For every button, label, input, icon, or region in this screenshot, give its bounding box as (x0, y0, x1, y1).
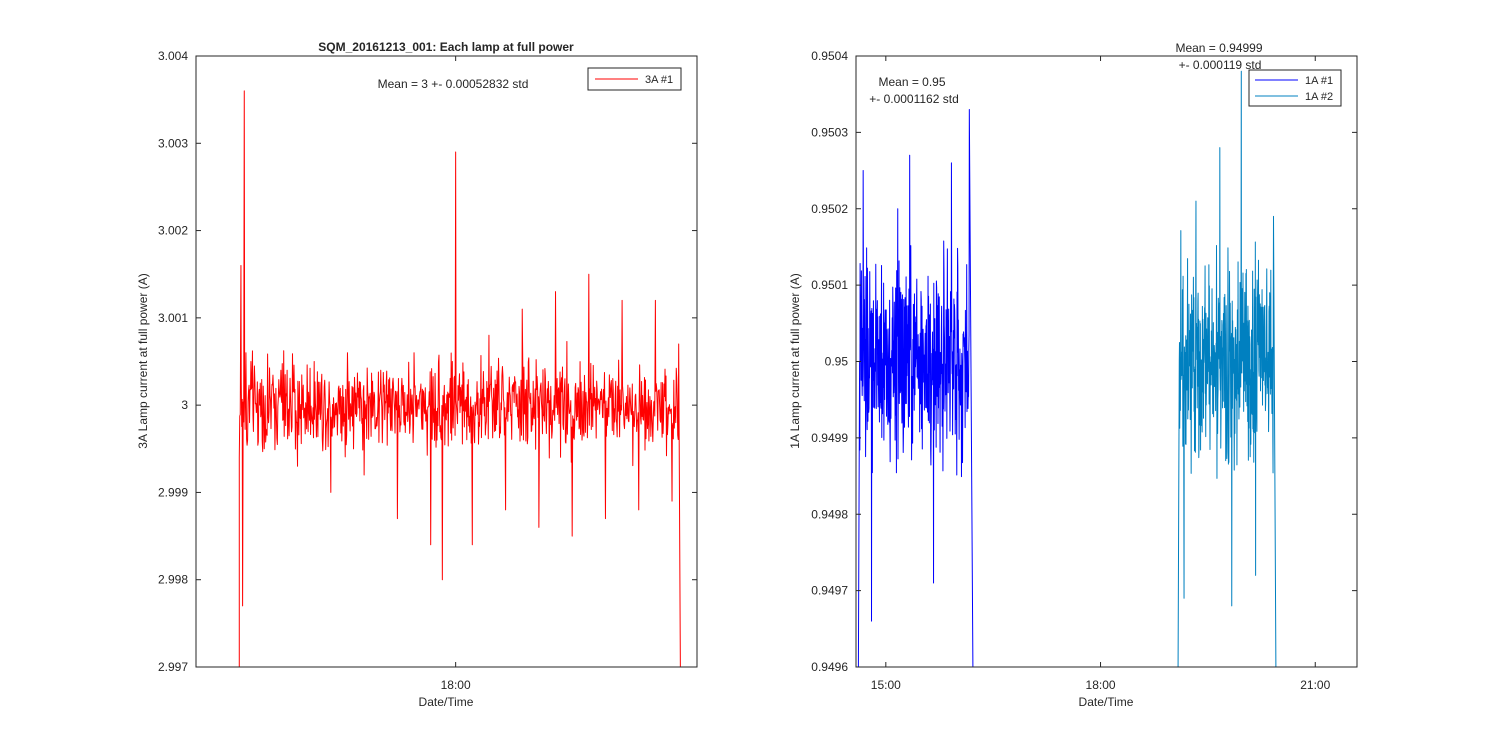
right-mean-annotation-2-line2: +- 0.000119 std (1179, 58, 1262, 72)
left-legend-label-3a-1: 3A #1 (645, 74, 673, 86)
left-y-tick-label: 3.004 (158, 49, 188, 63)
right-y-tick-label: 0.9501 (811, 278, 848, 292)
right-mean-annotation-2-line1: Mean = 0.94999 (1175, 41, 1262, 55)
right-axes-box (855, 55, 1358, 668)
left-x-tick-label: 18:00 (441, 678, 471, 692)
right-mean-annotation-1-line2: +- 0.0001162 std (869, 92, 959, 106)
right-y-tick-label: 0.9497 (811, 584, 848, 598)
right-legend-label-1a-1: 1A #1 (1305, 75, 1333, 87)
right-legend-label-1a-2: 1A #2 (1305, 91, 1333, 103)
left-y-tick-label: 3.001 (158, 311, 188, 325)
right-series-group (857, 70, 1277, 668)
left-chart-title: SQM_20161213_001: Each lamp at full powe… (318, 40, 574, 54)
left-ticks-group: 2.997 2.998 2.999 3 3.001 3.002 3.003 3.004 18:0… (158, 49, 697, 692)
right-y-label: 1A Lamp current at full power (A) (788, 273, 802, 448)
right-y-tick-label: 0.9502 (811, 202, 848, 216)
right-y-tick-label: 0.9499 (811, 431, 848, 445)
left-legend: 3A #1 (587, 67, 682, 91)
right-y-tick-label: 0.9496 (811, 660, 848, 674)
left-series-group (238, 90, 681, 668)
left-x-label: Date/Time (419, 695, 474, 709)
right-series-line-1a-1 (857, 108, 974, 668)
right-axes: 0.9496 0.9497 0.9498 0.9499 0.95 0.9501 0.9502… (788, 41, 1358, 709)
left-y-tick-label: 3.002 (158, 224, 188, 238)
left-y-tick-label: 3 (181, 398, 188, 412)
right-ticks-group: 0.9496 0.9497 0.9498 0.9499 0.95 0.9501 0.9502… (811, 49, 1357, 692)
right-x-tick-label: 15:00 (871, 678, 901, 692)
left-axes: SQM_20161213_001: Each lamp at full powe… (136, 40, 698, 709)
right-legend: 1A #1 1A #2 (1248, 69, 1342, 107)
right-y-tick-label: 0.95 (825, 355, 849, 369)
right-y-tick-label: 0.9498 (811, 507, 848, 521)
right-y-tick-label: 0.9504 (811, 49, 848, 63)
left-y-tick-label: 2.998 (158, 573, 188, 587)
left-y-label: 3A Lamp current at full power (A) (136, 273, 150, 448)
right-y-tick-label: 0.9503 (811, 125, 848, 139)
right-series-line-1a-2 (1177, 70, 1277, 668)
right-x-tick-label: 21:00 (1300, 678, 1330, 692)
right-x-tick-label: 18:00 (1086, 678, 1116, 692)
left-axes-box (195, 55, 698, 668)
right-mean-annotation-1-line1: Mean = 0.95 (878, 75, 945, 89)
left-y-tick-label: 2.997 (158, 660, 188, 674)
left-y-tick-label: 2.999 (158, 485, 188, 499)
right-legend-box (1248, 69, 1342, 107)
left-series-line-3a-1 (238, 90, 681, 668)
left-y-tick-label: 3.003 (158, 136, 188, 150)
right-x-label: Date/Time (1079, 695, 1134, 709)
left-mean-annotation: Mean = 3 +- 0.00052832 std (378, 77, 529, 91)
